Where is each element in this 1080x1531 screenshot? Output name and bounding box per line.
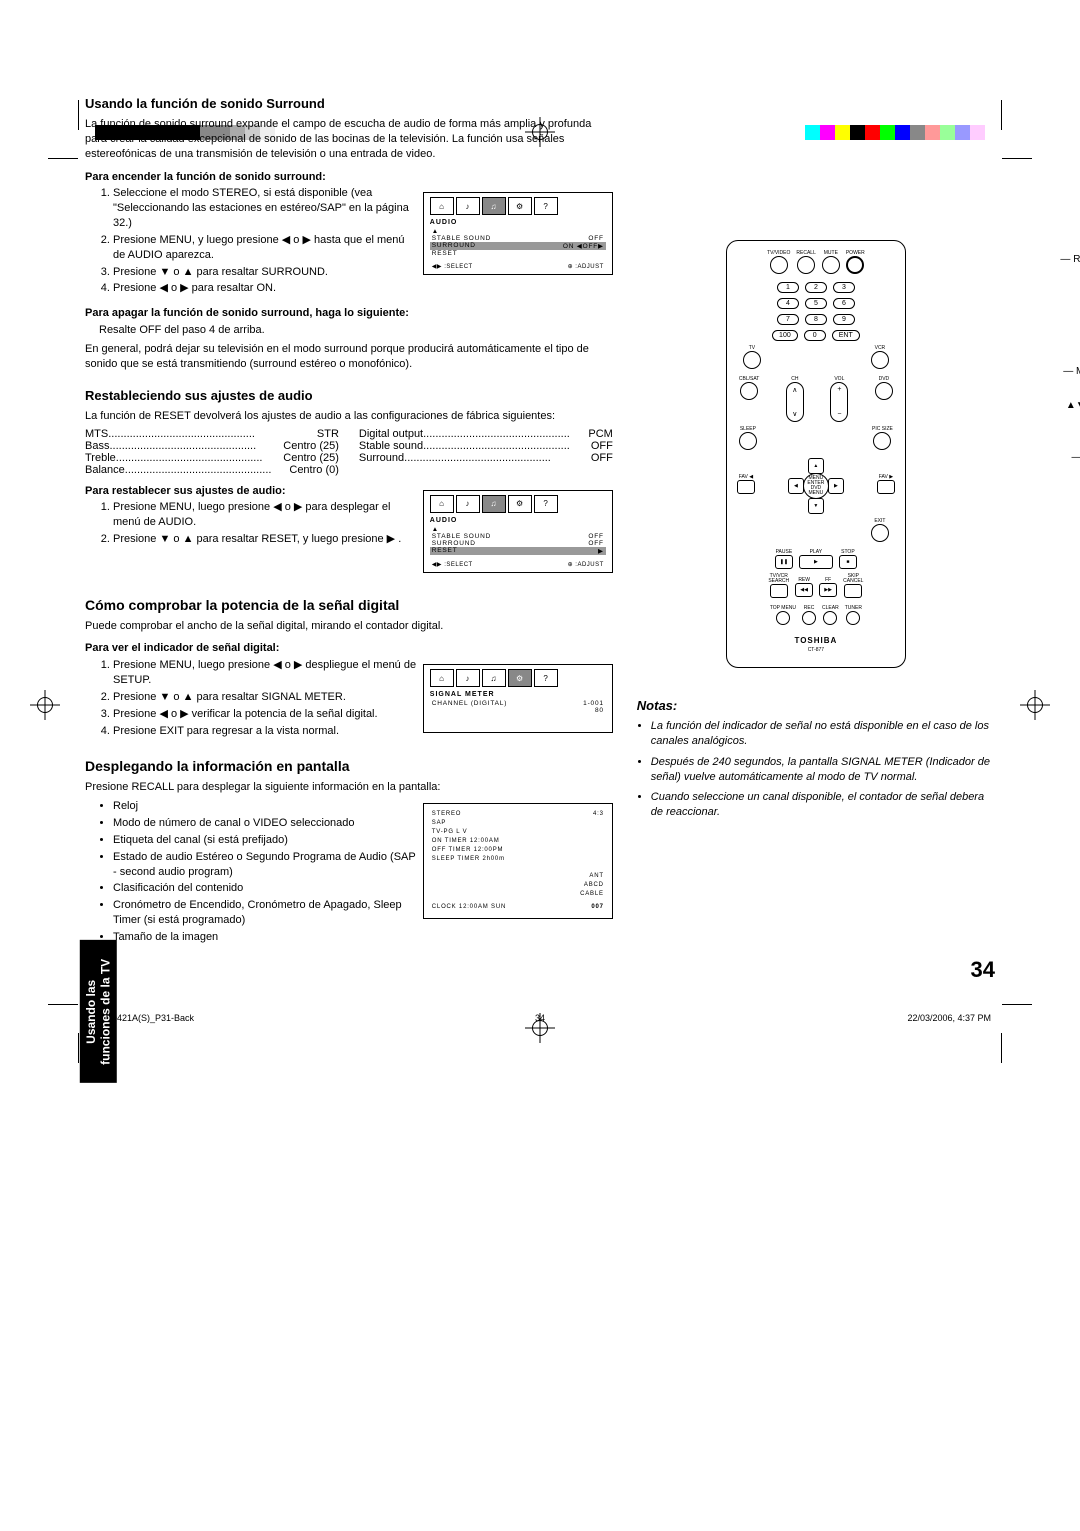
subhead-signal: Para ver el indicador de señal digital:	[85, 641, 613, 656]
osd-signal-meter: ⌂♪♫⚙? SIGNAL METER CHANNEL (DIGITAL)1-00…	[423, 664, 613, 733]
subhead-surround-off: Para apagar la función de sonido surroun…	[85, 306, 613, 321]
heading-reset: Restableciendo sus ajustes de audio	[85, 388, 613, 403]
settings-table: MTSSTRBassCentro (25)TrebleCentro (25)Ba…	[85, 428, 613, 476]
list-item: Cuando seleccione un canal disponible, e…	[651, 790, 995, 820]
notes-section: Notas: La función del indicador de señal…	[637, 698, 995, 820]
para-display: Presione RECALL para desplegar la siguie…	[85, 780, 613, 795]
section-tab: Usando las funciones de la TV	[80, 940, 117, 1083]
osd-audio-surround: ⌂♪♫⚙? AUDIO ▲STABLE SOUNDOFFSURROUNDON ◀…	[423, 192, 613, 275]
subhead-surround-on: Para encender la función de sonido surro…	[85, 170, 613, 185]
para-surround-general: En general, podrá dejar su televisión en…	[85, 342, 613, 372]
list-item: Presione ◀ o ▶ para resaltar ON.	[113, 281, 613, 296]
heading-surround: Usando la función de sonido Surround	[85, 96, 613, 111]
list-item: La función del indicador de señal no est…	[651, 719, 995, 749]
remote-control-diagram: TV/VIDEO RECALL MUTE POWER 1234567891000…	[726, 240, 906, 668]
para-reset: La función de RESET devolverá los ajuste…	[85, 409, 613, 424]
heading-signal: Cómo comprobar la potencia de la señal d…	[85, 597, 613, 613]
osd-recall-info: STEREO4:3 SAP TV-PG L V ON TIMER 12:00AM…	[423, 803, 613, 919]
page-number: 34	[85, 957, 995, 983]
crosshair-bottom	[525, 1013, 555, 1043]
para-surround-off: Resalte OFF del paso 4 de arriba.	[99, 323, 613, 338]
osd-audio-reset: ⌂♪♫⚙? AUDIO ▲STABLE SOUNDOFFSURROUNDOFFR…	[423, 490, 613, 573]
para-signal: Puede comprobar el ancho de la señal dig…	[85, 619, 613, 634]
list-item: Tamaño de la imagen	[113, 930, 613, 945]
list-item: Después de 240 segundos, la pantalla SIG…	[651, 755, 995, 785]
heading-display: Desplegando la información en pantalla	[85, 758, 613, 774]
para-surround: La función de sonido surround expande el…	[85, 117, 613, 162]
